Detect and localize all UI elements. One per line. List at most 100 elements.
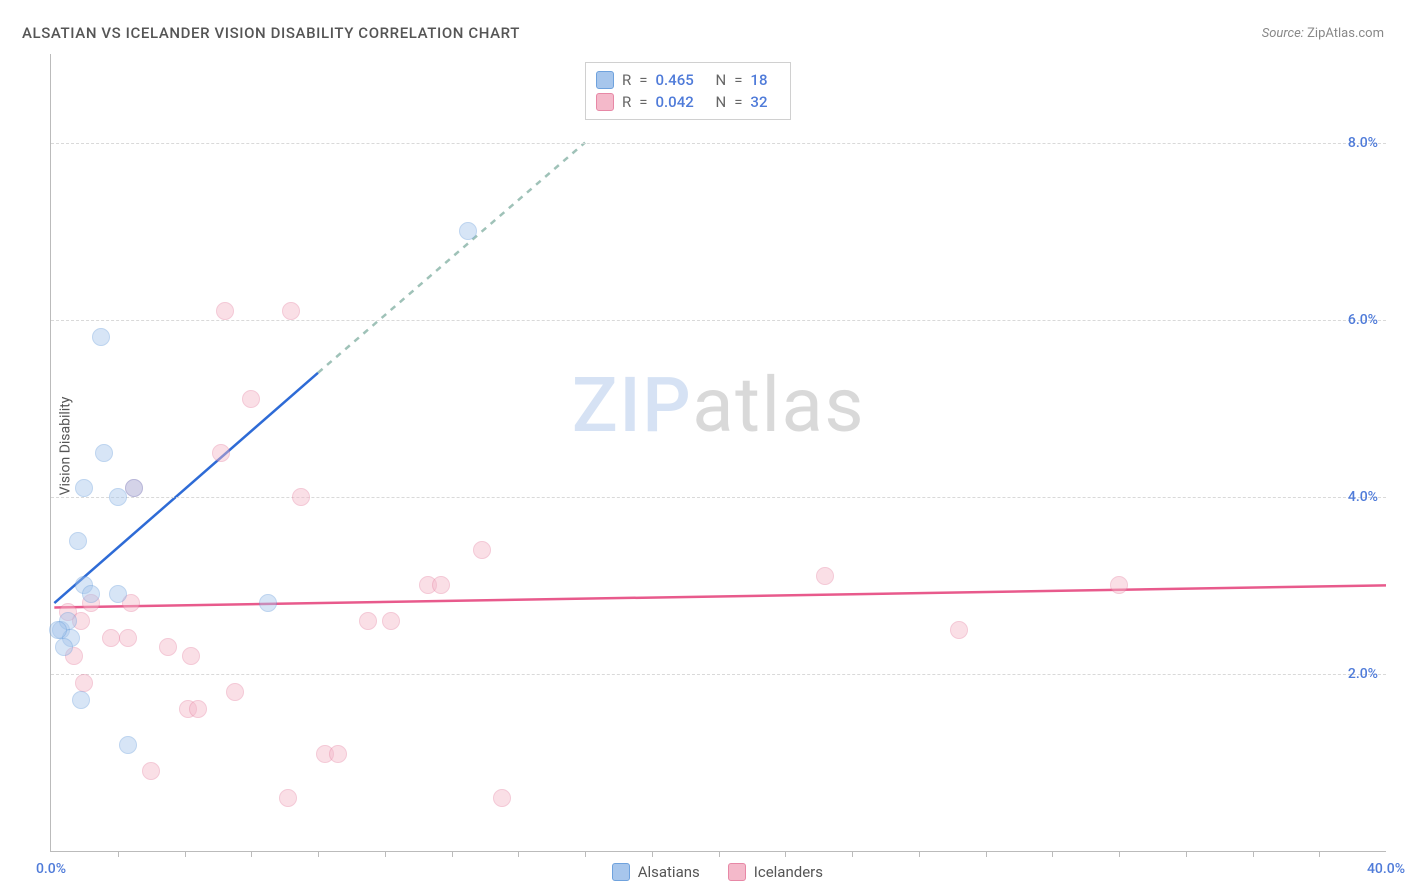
x-tick bbox=[185, 851, 186, 857]
y-tick-label: 2.0% bbox=[1348, 666, 1378, 682]
icelanders-point bbox=[75, 674, 93, 692]
x-tick bbox=[1052, 851, 1053, 857]
alsatians-point bbox=[125, 479, 143, 497]
icelanders-swatch-icon bbox=[728, 863, 746, 881]
scatter-plot: ZIPatlas R = 0.465 N = 18 R = 0 bbox=[50, 54, 1386, 852]
icelanders-point bbox=[279, 789, 297, 807]
icelanders-point bbox=[142, 762, 160, 780]
x-tick-label: 40.0% bbox=[1367, 861, 1405, 877]
series-legend: Alsatians Icelanders bbox=[612, 863, 823, 881]
icelanders-point bbox=[382, 612, 400, 630]
x-tick bbox=[719, 851, 720, 857]
icelanders-point bbox=[282, 302, 300, 320]
stat-R-label: R bbox=[622, 93, 631, 111]
alsatians-swatch-icon bbox=[596, 71, 614, 89]
watermark-zip: ZIP bbox=[572, 360, 692, 450]
icelanders-point bbox=[212, 444, 230, 462]
x-tick bbox=[118, 851, 119, 857]
x-tick bbox=[518, 851, 519, 857]
legend-label-icelanders: Icelanders bbox=[754, 863, 823, 881]
icelanders-point bbox=[359, 612, 377, 630]
icelanders-N-value: 32 bbox=[750, 93, 778, 111]
alsatians-R-value: 0.465 bbox=[655, 71, 707, 89]
equals-sign: = bbox=[639, 93, 647, 111]
chart-title: ALSATIAN VS ICELANDER VISION DISABILITY … bbox=[22, 24, 520, 42]
legend-item-alsatians: Alsatians bbox=[612, 863, 700, 881]
stats-row-icelanders: R = 0.042 N = 32 bbox=[596, 91, 778, 113]
icelanders-point bbox=[159, 638, 177, 656]
alsatians-N-value: 18 bbox=[750, 71, 778, 89]
equals-sign: = bbox=[639, 71, 647, 89]
x-tick bbox=[385, 851, 386, 857]
alsatians-point bbox=[95, 444, 113, 462]
icelanders-point bbox=[432, 576, 450, 594]
x-tick bbox=[986, 851, 987, 857]
source-label: Source: bbox=[1262, 26, 1304, 41]
alsatians-swatch-icon bbox=[612, 863, 630, 881]
x-tick bbox=[1319, 851, 1320, 857]
icelanders-point bbox=[216, 302, 234, 320]
stat-N-label: N bbox=[715, 71, 726, 89]
stats-row-alsatians: R = 0.465 N = 18 bbox=[596, 69, 778, 91]
trend-line bbox=[54, 585, 1386, 607]
alsatians-point bbox=[69, 532, 87, 550]
y-tick-label: 8.0% bbox=[1348, 135, 1378, 151]
alsatians-point bbox=[75, 479, 93, 497]
watermark: ZIPatlas bbox=[572, 360, 865, 450]
gridline bbox=[51, 674, 1386, 675]
x-tick bbox=[1119, 851, 1120, 857]
alsatians-point bbox=[109, 585, 127, 603]
x-tick bbox=[1186, 851, 1187, 857]
x-tick bbox=[852, 851, 853, 857]
alsatians-point bbox=[92, 328, 110, 346]
alsatians-point bbox=[259, 594, 277, 612]
watermark-atlas: atlas bbox=[692, 360, 865, 450]
icelanders-point bbox=[950, 621, 968, 639]
legend-label-alsatians: Alsatians bbox=[638, 863, 700, 881]
gridline bbox=[51, 320, 1386, 321]
alsatians-point bbox=[82, 585, 100, 603]
trend-lines-layer bbox=[51, 54, 1386, 851]
alsatians-point bbox=[55, 638, 73, 656]
source-value: ZipAtlas.com bbox=[1307, 26, 1384, 41]
gridline bbox=[51, 497, 1386, 498]
alsatians-point bbox=[49, 621, 67, 639]
equals-sign: = bbox=[734, 71, 742, 89]
x-tick bbox=[318, 851, 319, 857]
y-tick-label: 4.0% bbox=[1348, 489, 1378, 505]
x-tick bbox=[251, 851, 252, 857]
icelanders-point bbox=[242, 390, 260, 408]
icelanders-point bbox=[473, 541, 491, 559]
equals-sign: = bbox=[734, 93, 742, 111]
alsatians-point bbox=[109, 488, 127, 506]
icelanders-point bbox=[182, 647, 200, 665]
x-tick bbox=[585, 851, 586, 857]
stat-N-label: N bbox=[715, 93, 726, 111]
gridline bbox=[51, 143, 1386, 144]
x-tick bbox=[919, 851, 920, 857]
icelanders-swatch-icon bbox=[596, 93, 614, 111]
y-tick-label: 6.0% bbox=[1348, 312, 1378, 328]
stat-R-label: R bbox=[622, 71, 631, 89]
x-tick bbox=[1253, 851, 1254, 857]
alsatians-point bbox=[72, 691, 90, 709]
x-tick bbox=[785, 851, 786, 857]
icelanders-point bbox=[816, 567, 834, 585]
x-tick-label: 0.0% bbox=[36, 861, 66, 877]
trend-line bbox=[54, 373, 318, 603]
correlation-stats-box: R = 0.465 N = 18 R = 0.042 N = 32 bbox=[585, 62, 791, 120]
icelanders-point bbox=[102, 629, 120, 647]
source-attribution: Source: ZipAtlas.com bbox=[1262, 26, 1384, 41]
x-tick bbox=[652, 851, 653, 857]
icelanders-point bbox=[119, 629, 137, 647]
x-tick bbox=[452, 851, 453, 857]
legend-item-icelanders: Icelanders bbox=[728, 863, 823, 881]
trend-line bbox=[318, 143, 585, 373]
icelanders-point bbox=[189, 700, 207, 718]
alsatians-point bbox=[459, 222, 477, 240]
icelanders-point bbox=[292, 488, 310, 506]
icelanders-R-value: 0.042 bbox=[655, 93, 707, 111]
alsatians-point bbox=[119, 736, 137, 754]
icelanders-point bbox=[1110, 576, 1128, 594]
icelanders-point bbox=[226, 683, 244, 701]
